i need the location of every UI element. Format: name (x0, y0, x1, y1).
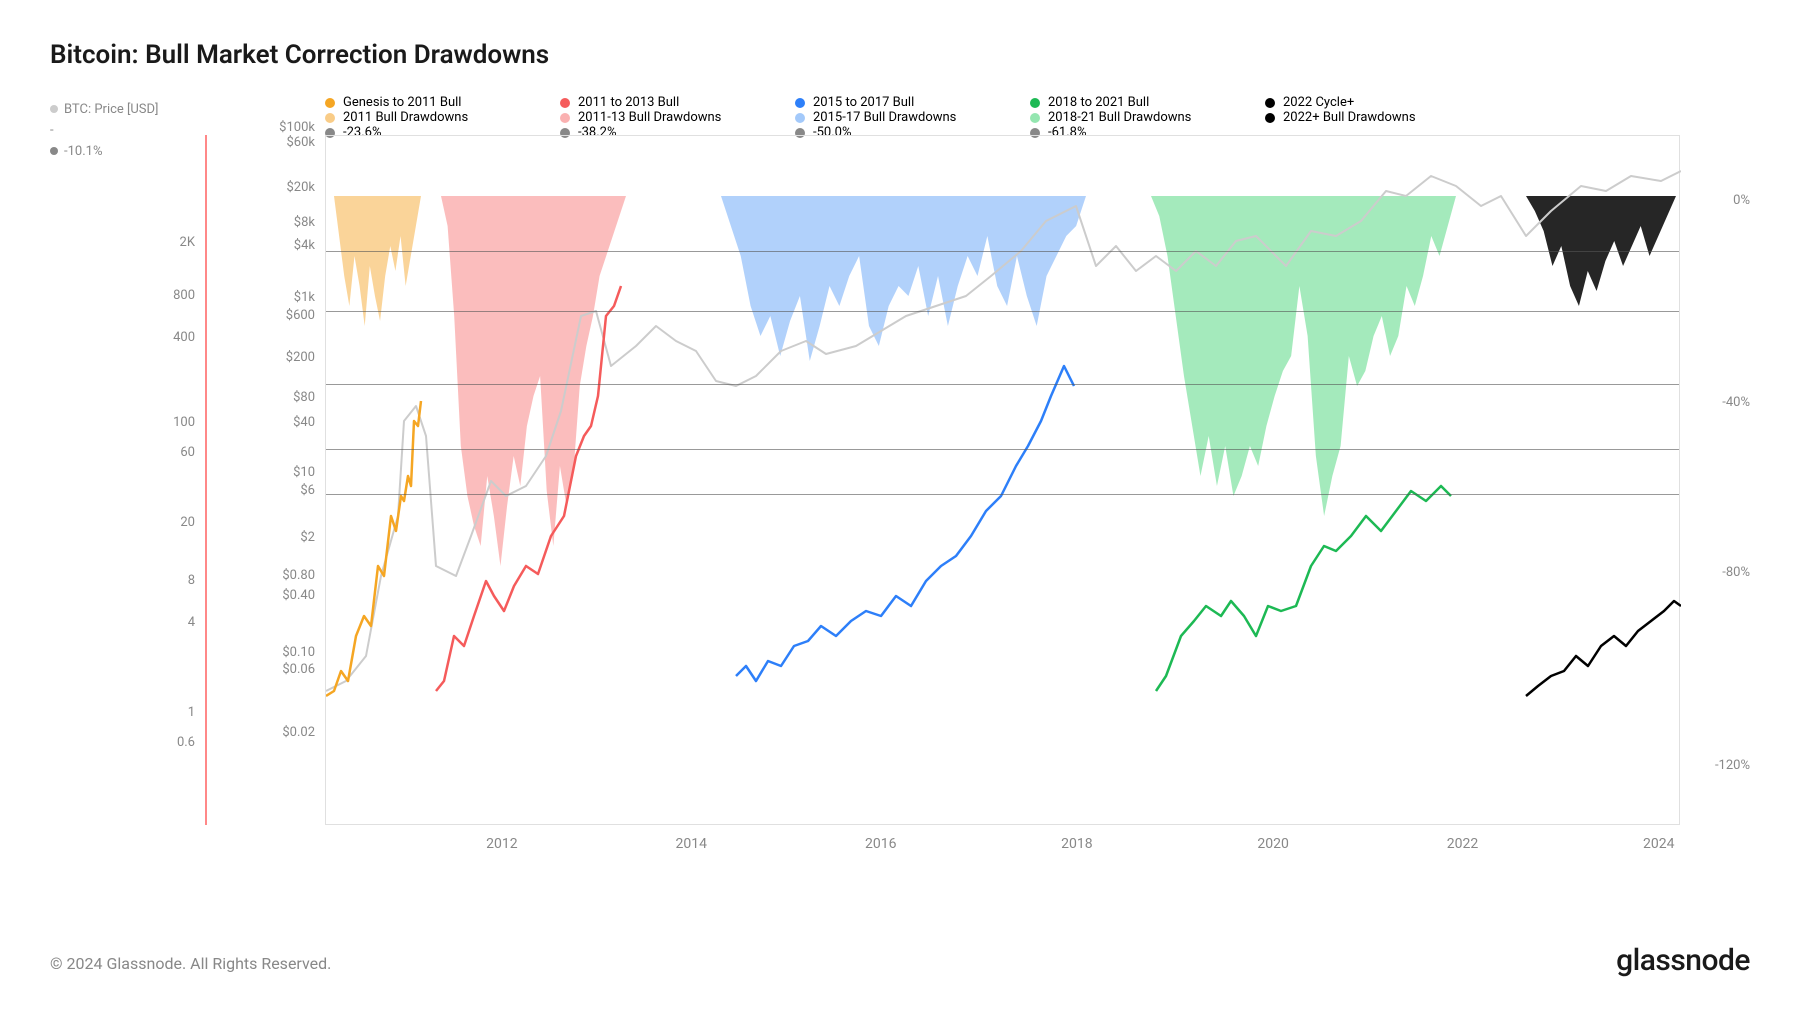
left-axis-tick: 800 (173, 288, 195, 303)
legend-item: 2011 Bull Drawdowns (325, 110, 560, 125)
left-axis-tick: 4 (188, 615, 195, 630)
price-axis-tick: $0.02 (282, 725, 315, 740)
left-axis-tick: 60 (180, 445, 195, 460)
left-axis-tick: 8 (188, 573, 195, 588)
left-legend-dash: - (50, 121, 205, 142)
drawdown-axis-tick: 0% (1733, 193, 1750, 208)
legend-dot (795, 113, 805, 123)
price-axis-tick: $0.06 (282, 662, 315, 677)
x-axis-tick: 2012 (486, 836, 517, 852)
fib-gridline (326, 251, 1679, 252)
legend-item: 2015-17 Bull Drawdowns (795, 110, 1030, 125)
legend-item: 2022+ Bull Drawdowns (1265, 110, 1500, 125)
left-axis-tick: 400 (173, 330, 195, 345)
drawdown-area (1151, 196, 1456, 516)
legend-label: 2022+ Bull Drawdowns (1283, 110, 1416, 125)
chart-line (736, 366, 1074, 681)
price-axis-tick: $20k (286, 180, 315, 195)
drawdown-axis-tick: -120% (1715, 758, 1750, 773)
drawdown-area (334, 196, 421, 326)
x-axis-tick: 2020 (1257, 836, 1288, 852)
legend-item: 2011-13 Bull Drawdowns (560, 110, 795, 125)
chart-title: Bitcoin: Bull Market Correction Drawdown… (50, 40, 1750, 70)
legend-item: 2022 Cycle+ (1265, 95, 1500, 110)
x-axis-tick: 2022 (1447, 836, 1478, 852)
price-axis-tick: $8k (294, 215, 315, 230)
legend-item: Genesis to 2011 Bull (325, 95, 560, 110)
price-axis-tick: $6 (300, 483, 315, 498)
legend-dot (1265, 113, 1275, 123)
x-axis-tick: 2014 (676, 836, 707, 852)
price-axis-tick: $80 (293, 390, 315, 405)
legend-dot (1030, 98, 1040, 108)
left-axis-tick: 0.6 (177, 735, 195, 750)
x-axis-tick: 2024 (1643, 836, 1674, 852)
legend-item: 2018 to 2021 Bull (1030, 95, 1265, 110)
chart-line (1526, 601, 1681, 696)
footer-copyright: © 2024 Glassnode. All Rights Reserved. (50, 954, 331, 973)
drawdown-axis-tick: -40% (1722, 395, 1750, 410)
legend-label: 2015 to 2017 Bull (813, 95, 914, 110)
drawdown-axis-tick: -80% (1722, 565, 1750, 580)
fib-gridline (326, 494, 1679, 495)
legend-label: 2011-13 Bull Drawdowns (578, 110, 721, 125)
legend-dot (560, 113, 570, 123)
legend-label: 2011 Bull Drawdowns (343, 110, 468, 125)
price-axis-tick: $2 (300, 530, 315, 545)
legend-top: Genesis to 2011 Bull2011 to 2013 Bull201… (325, 95, 1750, 140)
price-axis-tick: $40 (293, 415, 315, 430)
left-axis-tick: 20 (180, 515, 195, 530)
x-axis-tick: 2016 (865, 836, 896, 852)
left-legend-dd: -10.1% (50, 142, 205, 163)
left-legend-price: BTC: Price [USD] (50, 100, 205, 121)
legend-dot (1265, 98, 1275, 108)
price-axis-tick: $0.10 (282, 645, 315, 660)
legend-dot (325, 98, 335, 108)
legend-item: 2015 to 2017 Bull (795, 95, 1030, 110)
price-axis-tick: $10 (293, 465, 315, 480)
legend-label: 2022 Cycle+ (1283, 95, 1354, 110)
legend-label: 2011 to 2013 Bull (578, 95, 679, 110)
legend-dot (795, 98, 805, 108)
fib-gridline (326, 384, 1679, 385)
price-axis-tick: $100k (279, 120, 315, 135)
legend-label: 2018-21 Bull Drawdowns (1048, 110, 1191, 125)
left-axis-tick: 1 (188, 705, 195, 720)
price-axis-tick: $1k (294, 290, 315, 305)
glassnode-logo: glassnode (1616, 943, 1750, 978)
x-axis-tick: 2018 (1061, 836, 1092, 852)
chart-line (326, 401, 421, 696)
price-axis-tick: $0.40 (282, 588, 315, 603)
legend-item: 2018-21 Bull Drawdowns (1030, 110, 1265, 125)
drawdown-area (721, 196, 1086, 361)
chart-area: BTC: Price [USD] - -10.1% 2K 800 400 100 60 2… (50, 100, 1750, 900)
legend-dot (325, 113, 335, 123)
legend-label: 2018 to 2021 Bull (1048, 95, 1149, 110)
legend-label: Genesis to 2011 Bull (343, 95, 461, 110)
legend-dot (1030, 113, 1040, 123)
price-axis-tick: $0.80 (282, 568, 315, 583)
chart-plot: 2012201420162018202020222024 (325, 135, 1680, 825)
left-axis-tick: 100 (173, 415, 195, 430)
price-axis-tick: $4k (294, 238, 315, 253)
fib-gridline (326, 311, 1679, 312)
legend-dot (560, 98, 570, 108)
red-bar-marker (205, 135, 207, 825)
chart-line (1156, 486, 1451, 691)
legend-item: 2011 to 2013 Bull (560, 95, 795, 110)
legend-label: 2015-17 Bull Drawdowns (813, 110, 956, 125)
price-axis-tick: $600 (286, 308, 315, 323)
price-axis-tick: $60k (286, 135, 315, 150)
fib-gridline (326, 449, 1679, 450)
left-legend: BTC: Price [USD] - -10.1% (50, 100, 205, 162)
price-axis-tick: $200 (286, 350, 315, 365)
left-axis-tick: 2K (180, 235, 195, 250)
